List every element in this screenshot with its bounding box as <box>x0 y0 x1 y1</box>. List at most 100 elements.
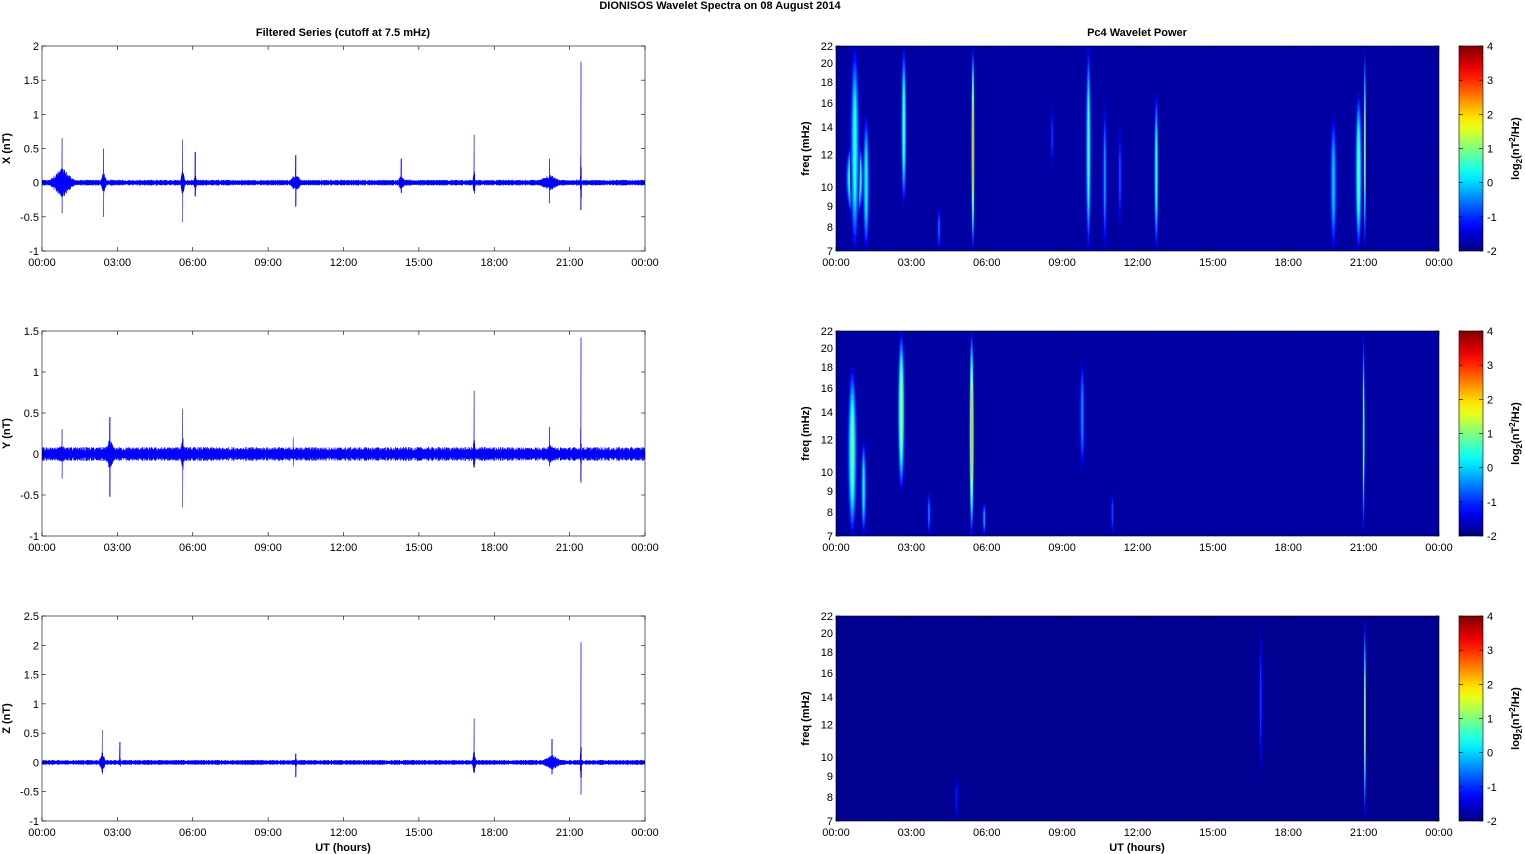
y-tick-label: 8 <box>827 792 833 804</box>
colorbar-label-part: 2 <box>1515 158 1524 163</box>
x-tick-label: 00:00 <box>631 542 659 554</box>
y-tick-label: 1.5 <box>24 670 39 682</box>
series-line <box>42 337 645 508</box>
x-tick-label: 12:00 <box>330 257 358 269</box>
x-tick-label: 00:00 <box>28 542 56 554</box>
colorbar-label-part: /Hz) <box>1510 402 1522 423</box>
power-blob <box>854 102 856 195</box>
power-blob <box>865 152 867 214</box>
power-blob <box>1119 154 1121 200</box>
x-tick-label: 00:00 <box>1425 827 1453 839</box>
x-tick-label: 15:00 <box>1199 257 1227 269</box>
x-tick-label: 21:00 <box>1350 257 1378 269</box>
x-tick-label: 12:00 <box>330 827 358 839</box>
heatmap-background <box>836 46 1439 251</box>
y-tick-label: 10 <box>821 182 833 194</box>
colorbar-tick-label: 3 <box>1487 645 1493 657</box>
y-axis-label: X (nT) <box>1 133 13 164</box>
plot-area <box>42 331 645 536</box>
colorbar-label-part: 2 <box>1508 137 1517 142</box>
colorbar-label: log2(nT2/Hz) <box>1508 402 1524 465</box>
x-tick-label: 12:00 <box>1124 257 1152 269</box>
x-tick-label: 03:00 <box>898 542 926 554</box>
x-tick-label: 00:00 <box>822 257 850 269</box>
power-blob <box>1364 102 1366 195</box>
x-tick-label: 09:00 <box>254 542 282 554</box>
y-tick-label: 2 <box>33 41 39 53</box>
power-blob <box>1111 503 1113 524</box>
y-tick-label: 16 <box>821 383 833 395</box>
power-blob <box>1104 143 1106 211</box>
x-tick-label: 00:00 <box>822 542 850 554</box>
series-line <box>42 642 645 795</box>
colorbar-tick-label: 1 <box>1487 144 1493 156</box>
colorbar-tick-label: -1 <box>1487 497 1497 509</box>
heatmap-cells <box>846 46 1367 251</box>
colorbar-tick-label: -2 <box>1487 531 1497 543</box>
colorbar-label-part: 2 <box>1508 707 1517 712</box>
y-tick-label: 12 <box>821 435 833 447</box>
x-tick-label: 00:00 <box>631 827 659 839</box>
power-blob <box>1332 152 1335 214</box>
x-tick-label: 21:00 <box>556 827 584 839</box>
colorbar-tick-label: -1 <box>1487 782 1497 794</box>
colorbar-label-part: log <box>1510 448 1522 465</box>
power-blob <box>1358 135 1360 208</box>
y-tick-label: 2.5 <box>24 611 39 623</box>
x-tick-label: 18:00 <box>480 827 508 839</box>
y-tick-label: 9 <box>827 201 833 213</box>
x-tick-label: 18:00 <box>1274 257 1302 269</box>
power-blob <box>938 218 940 239</box>
heatmap-cells <box>954 616 1367 821</box>
power-blob <box>1051 121 1053 152</box>
colorbar-label-part: (nT <box>1510 712 1522 729</box>
x-tick-label: 03:00 <box>104 257 132 269</box>
left-column-title: Filtered Series (cutoff at 7.5 mHz) <box>256 27 431 39</box>
series-panel-x: -1 -0.5 0 0.5 1 1.5 2 00:00 03:00 06:00 09:00 12:00… <box>1 41 659 269</box>
colorbar-label: log2(nT2/Hz) <box>1508 687 1524 750</box>
x-tick-label: 15:00 <box>405 257 433 269</box>
y-tick-label: 1 <box>33 367 39 379</box>
y-tick-label: 0 <box>33 757 39 769</box>
colorbar-label-part: log <box>1510 733 1522 750</box>
right-column-title: Pc4 Wavelet Power <box>1087 27 1188 39</box>
x-tick-label: 00:00 <box>631 257 659 269</box>
power-blob <box>1087 102 1090 195</box>
x-tick-label: 00:00 <box>28 827 56 839</box>
power-blob <box>1155 135 1157 208</box>
x-tick-label: 15:00 <box>405 827 433 839</box>
colorbar-tick-label: 0 <box>1487 748 1493 760</box>
x-tick-label: 06:00 <box>179 257 207 269</box>
colorbar-label-part: (nT <box>1510 142 1522 159</box>
x-tick-label: 03:00 <box>898 257 926 269</box>
y-tick-label: 12 <box>821 150 833 162</box>
y-tick-label: 9 <box>827 486 833 498</box>
colorbar-tick-label: 4 <box>1487 611 1493 623</box>
y-tick-label: 1 <box>33 109 39 121</box>
y-tick-label: -1 <box>29 531 39 543</box>
y-tick-label: 0.5 <box>24 144 39 156</box>
colorbar-tick-label: 2 <box>1487 109 1493 121</box>
colorbar-label-part: /Hz) <box>1510 117 1522 138</box>
y-tick-label: -1 <box>29 816 39 828</box>
x-tick-label: 12:00 <box>330 542 358 554</box>
heatmap-background <box>836 616 1439 821</box>
colorbar-tick-label: 3 <box>1487 360 1493 372</box>
y-tick-label: 16 <box>821 668 833 680</box>
y-tick-label: 0.5 <box>24 728 39 740</box>
y-tick-label: -0.5 <box>20 212 39 224</box>
x-tick-label: 03:00 <box>104 827 132 839</box>
series-line <box>42 61 645 223</box>
y-tick-label: 10 <box>821 752 833 764</box>
power-blob <box>972 102 974 195</box>
heatmap-background <box>836 331 1439 536</box>
y-tick-label: 8 <box>827 222 833 234</box>
y-tick-label: -0.5 <box>20 490 39 502</box>
y-tick-label: 9 <box>827 771 833 783</box>
y-tick-label: 14 <box>821 407 833 419</box>
y-tick-label: 1 <box>33 699 39 711</box>
colorbar-label-part: 2 <box>1515 728 1524 733</box>
